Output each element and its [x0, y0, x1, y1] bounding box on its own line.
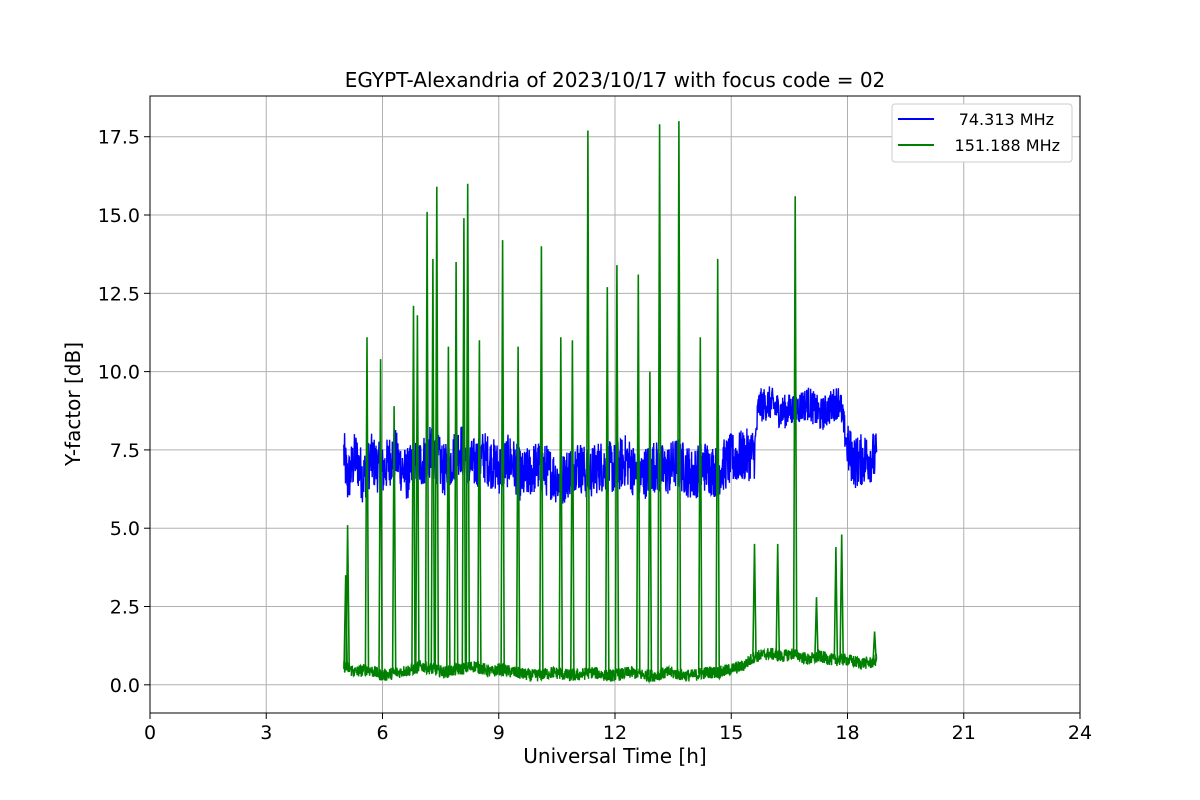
series-spike: [558, 337, 564, 674]
series-spike: [424, 211, 430, 668]
series-spike: [391, 406, 397, 674]
series-spike: [635, 274, 641, 674]
y-tick-label: 12.5: [98, 283, 140, 305]
y-tick-label: 10.0: [98, 362, 140, 384]
series-spike: [430, 258, 436, 670]
series-spike: [585, 130, 591, 674]
series-spike: [415, 315, 420, 668]
series-spike: [614, 265, 620, 676]
series-spike: [434, 186, 440, 671]
series-spike: [715, 258, 720, 673]
series-2: [343, 121, 878, 685]
series-spike: [570, 340, 575, 676]
y-tick-label: 2.5: [110, 597, 140, 619]
series-spike: [500, 240, 505, 670]
series-spike: [775, 543, 781, 656]
legend: 74.313 MHz 151.188 MHz: [891, 103, 1073, 163]
series-spike: [411, 305, 416, 670]
y-tick-label: 5.0: [110, 518, 140, 540]
chart-title: EGYPT-Alexandria of 2023/10/17 with focu…: [345, 68, 886, 92]
series-spike: [697, 337, 703, 674]
series-spike: [446, 346, 451, 672]
y-tick-label: 17.5: [98, 127, 140, 149]
x-tick-label: 18: [835, 722, 859, 744]
series-spike: [461, 218, 467, 669]
y-tick-label: 15.0: [98, 205, 140, 227]
series-spike: [676, 121, 682, 675]
series-spike: [345, 525, 350, 669]
legend-box: [891, 103, 1073, 163]
x-tick-label: 0: [144, 722, 156, 744]
legend-label-series-2: 151.188 MHz: [955, 136, 1060, 155]
series-spike: [814, 597, 819, 658]
x-tick-label: 12: [603, 722, 627, 744]
y-tick-label: 7.5: [110, 440, 140, 462]
x-tick-label: 9: [493, 722, 505, 744]
y-axis-label: Y-factor [dB]: [61, 342, 85, 467]
legend-label-series-1: 74.313 MHz: [959, 110, 1054, 129]
series-spike: [477, 340, 482, 668]
series-spike: [872, 631, 877, 661]
series-spike: [539, 246, 544, 675]
plot-series: [343, 121, 878, 685]
series-spike: [657, 124, 662, 675]
x-tick-label: 15: [719, 722, 743, 744]
series-spike: [752, 543, 757, 657]
series-spike: [839, 534, 844, 660]
series-spike: [378, 359, 383, 675]
series-spike: [647, 371, 653, 676]
series-spike: [453, 261, 459, 670]
x-axis-label: Universal Time [h]: [523, 744, 706, 768]
series-spike: [604, 287, 610, 676]
series-spike: [515, 346, 521, 674]
x-tick-label: 21: [952, 722, 976, 744]
series-spike: [833, 546, 839, 660]
y-tick-label: 0.0: [110, 675, 140, 697]
x-tick-label: 6: [376, 722, 388, 744]
series-line: [343, 647, 878, 685]
series-spike: [792, 196, 798, 655]
series-spike: [465, 183, 471, 668]
x-tick-label: 3: [260, 722, 272, 744]
axis-ticks: 0 3 6 9 12 15 18 21 24 0.0 2.5 5.0 7.5 10.0 12.5 15.0 17…: [98, 127, 1092, 744]
series-spike: [364, 337, 370, 670]
x-tick-label: 24: [1068, 722, 1092, 744]
